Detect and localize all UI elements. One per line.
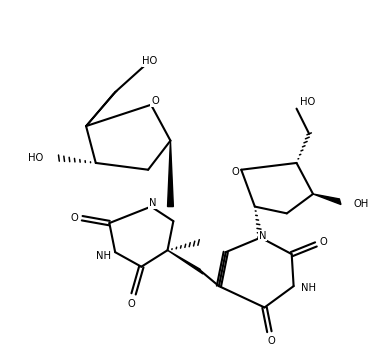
- Text: O: O: [71, 213, 78, 223]
- Text: O: O: [320, 237, 327, 247]
- Polygon shape: [86, 90, 117, 126]
- Text: N: N: [259, 231, 266, 241]
- Text: HO: HO: [300, 97, 316, 107]
- Polygon shape: [168, 250, 203, 274]
- Text: HO: HO: [28, 153, 43, 163]
- Polygon shape: [168, 141, 174, 207]
- Text: NH: NH: [302, 283, 316, 293]
- Text: O: O: [128, 298, 135, 308]
- Text: OH: OH: [354, 199, 369, 209]
- Text: O: O: [232, 167, 239, 177]
- Text: O: O: [268, 336, 275, 345]
- Text: HO: HO: [142, 56, 158, 66]
- Text: N: N: [149, 198, 157, 208]
- Text: NH: NH: [96, 251, 111, 261]
- Polygon shape: [313, 194, 341, 205]
- Text: O: O: [151, 96, 159, 106]
- Text: N: N: [149, 198, 157, 208]
